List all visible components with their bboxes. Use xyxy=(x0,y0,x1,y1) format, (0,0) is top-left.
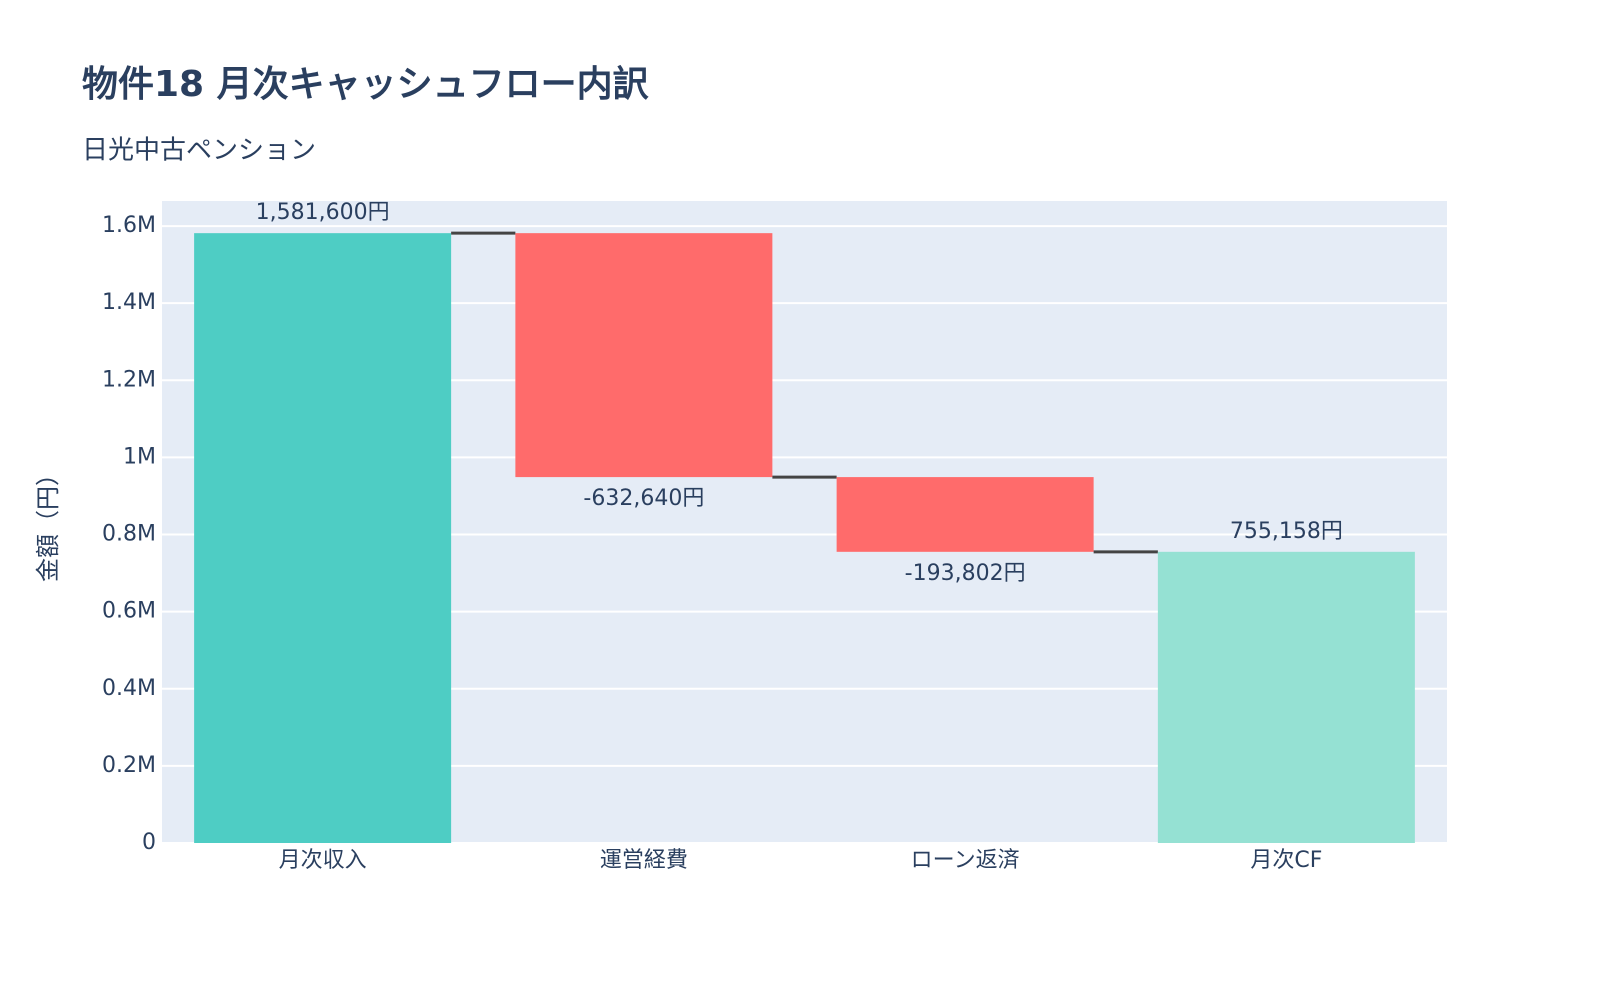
y-tick-label: 0.6M xyxy=(102,599,156,624)
x-tick-label: 月次収入 xyxy=(279,848,367,873)
x-tick-label: ローン返済 xyxy=(911,848,1020,873)
chart-title: 物件18 月次キャッシュフロー内訳 xyxy=(82,64,650,105)
x-tick-label: 運営経費 xyxy=(600,848,688,873)
value-label: -193,802円 xyxy=(905,561,1026,586)
bar xyxy=(515,233,773,478)
y-axis-title: 金額（円） xyxy=(34,462,62,582)
y-tick-label: 0.4M xyxy=(102,676,156,701)
value-label: -632,640円 xyxy=(583,486,704,511)
y-tick-label: 1.4M xyxy=(102,290,156,315)
bar xyxy=(1157,551,1415,843)
value-label: 755,158円 xyxy=(1230,519,1343,544)
value-label: 1,581,600円 xyxy=(256,200,390,225)
y-tick-label: 0.2M xyxy=(102,753,156,778)
bar xyxy=(194,233,452,843)
y-tick-label: 1.6M xyxy=(102,213,156,238)
chart-subtitle: 日光中古ペンション xyxy=(82,136,316,166)
y-tick-label: 1M xyxy=(123,444,156,469)
bar xyxy=(836,477,1094,552)
x-tick-label: 月次CF xyxy=(1250,848,1322,873)
y-tick-label: 0 xyxy=(142,830,156,855)
y-tick-label: 0.8M xyxy=(102,522,156,547)
y-tick-label: 1.2M xyxy=(102,367,156,392)
